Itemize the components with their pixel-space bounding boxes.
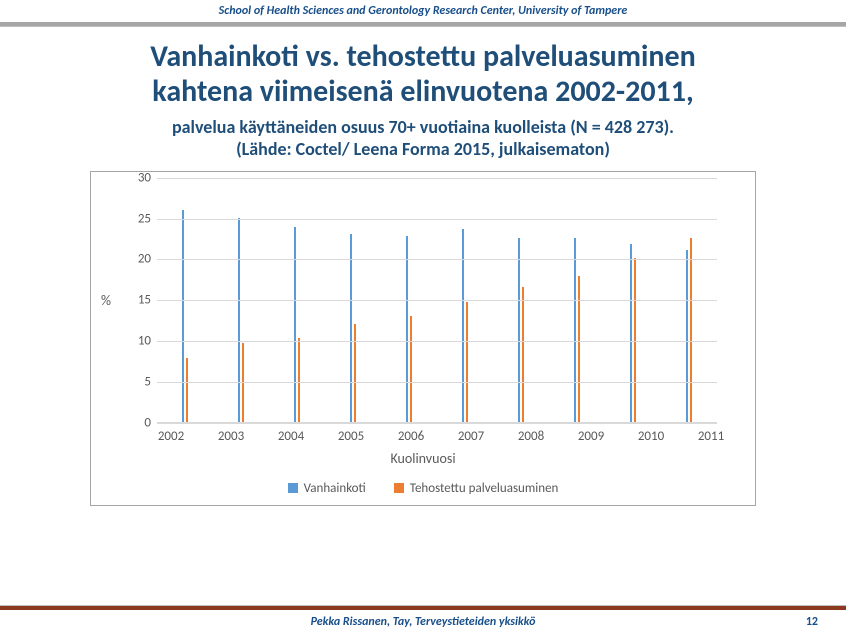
y-tick-label: 15: [121, 293, 151, 308]
grid-line: [157, 178, 717, 179]
footer-author: Pekka Rissanen, Tay, Terveystieteiden yk…: [0, 615, 846, 629]
page-number: 12: [806, 615, 818, 629]
y-tick-label: 30: [121, 170, 151, 185]
x-tick-label: 2008: [501, 423, 561, 444]
legend-swatch: [394, 483, 404, 493]
y-axis-label: %: [101, 292, 117, 309]
bar-vanhainkoti: [406, 236, 408, 422]
chart-plot-area: 051015202530: [121, 178, 721, 423]
bar-tehostettu: [634, 258, 636, 421]
bar-vanhainkoti: [238, 218, 240, 422]
bar-tehostettu: [522, 287, 524, 422]
x-tick-label: 2006: [381, 423, 441, 444]
chart-plot-inner: [157, 178, 717, 423]
x-tick-label: 2011: [681, 423, 741, 444]
slide-title: Vanhainkoti vs. tehostettu palveluasumin…: [18, 39, 828, 110]
grid-line: [157, 259, 717, 260]
header-institution: School of Health Sciences and Gerontolog…: [219, 4, 628, 18]
bar-vanhainkoti: [182, 210, 184, 422]
chart-legend: Vanhainkoti Tehostettu palveluasuminen: [101, 481, 745, 498]
y-tick-label: 5: [121, 374, 151, 389]
y-tick-label: 25: [121, 211, 151, 226]
x-tick-label: 2009: [561, 423, 621, 444]
y-tick-label: 10: [121, 334, 151, 349]
grid-line: [157, 341, 717, 342]
subtitle-line-1: palvelua käyttäneiden osuus 70+ vuotiain…: [172, 116, 674, 138]
grid-line: [157, 300, 717, 301]
bar-vanhainkoti: [294, 227, 296, 421]
bar-tehostettu: [690, 238, 692, 422]
title-block: Vanhainkoti vs. tehostettu palveluasumin…: [0, 27, 846, 165]
chart-container: % 0 5 10 15 20 25 30 2002200320042005200620072…: [90, 171, 756, 507]
x-tick-label: 2005: [321, 423, 381, 444]
grid-line: [157, 219, 717, 220]
bar-tehostettu: [578, 276, 580, 421]
y-tick-label: 20: [121, 252, 151, 267]
bar-vanhainkoti: [574, 238, 576, 422]
x-axis-ticks: 2002200320042005200620072008200920102011: [141, 423, 741, 444]
legend-item: Vanhainkoti: [288, 481, 366, 496]
bar-vanhainkoti: [630, 244, 632, 422]
slide-subtitle: palvelua käyttäneiden osuus 70+ vuotiain…: [18, 116, 828, 161]
legend-label: Tehostettu palveluasuminen: [410, 481, 559, 496]
plot-wrap: % 051015202530: [101, 178, 745, 423]
x-axis-label: Kuolinvuosi: [101, 450, 745, 467]
bar-vanhainkoti: [686, 250, 688, 422]
legend-item: Tehostettu palveluasuminen: [394, 481, 559, 496]
x-tick-label: 2003: [201, 423, 261, 444]
bar-tehostettu: [466, 302, 468, 422]
bar-vanhainkoti: [350, 234, 352, 422]
slide-header: School of Health Sciences and Gerontolog…: [0, 0, 846, 26]
title-line-1: Vanhainkoti vs. tehostettu palveluasumin…: [150, 38, 695, 75]
x-tick-label: 2004: [261, 423, 321, 444]
bar-tehostettu: [298, 338, 300, 422]
slide-footer: Pekka Rissanen, Tay, Terveystieteiden yk…: [0, 606, 846, 634]
grid-line: [157, 423, 717, 424]
footer-inner: Pekka Rissanen, Tay, Terveystieteiden yk…: [0, 610, 846, 634]
title-line-2: kahtena viimeisenä elinvuotena 2002-2011…: [152, 73, 693, 110]
x-tick-label: 2010: [621, 423, 681, 444]
legend-label: Vanhainkoti: [304, 481, 366, 496]
x-tick-label: 2007: [441, 423, 501, 444]
bar-tehostettu: [186, 358, 188, 422]
bar-vanhainkoti: [518, 238, 520, 422]
bar-tehostettu: [410, 316, 412, 422]
y-tick-label: 0: [121, 415, 151, 430]
bar-tehostettu: [354, 324, 356, 422]
grid-line: [157, 382, 717, 383]
legend-swatch: [288, 483, 298, 493]
bar-vanhainkoti: [462, 229, 464, 422]
subtitle-line-2: (Lähde: Coctel/ Leena Forma 2015, julkai…: [236, 138, 610, 160]
